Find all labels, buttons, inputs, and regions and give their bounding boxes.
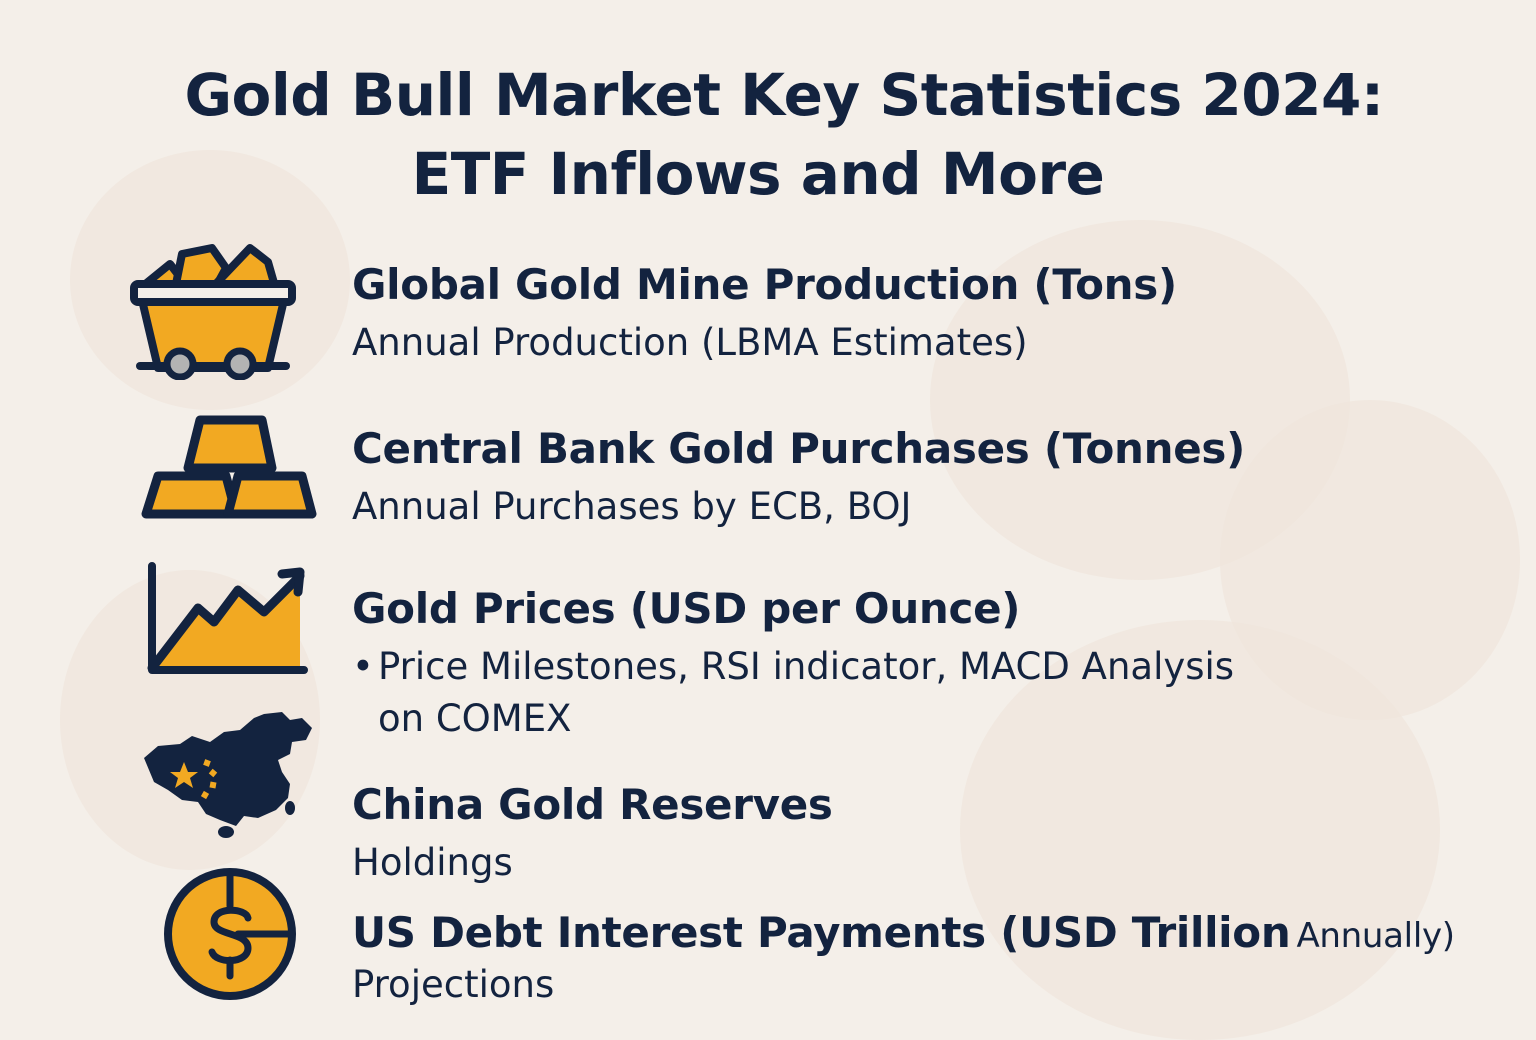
item-subtitle-gold-prices-line-2: on COMEX xyxy=(378,697,572,740)
item-title-gold-prices: Gold Prices (USD per Ounce) xyxy=(352,584,1021,633)
bullet: • xyxy=(352,645,374,688)
background-blob xyxy=(960,620,1440,1040)
item-subtitle-us-debt: Projections xyxy=(352,963,555,1006)
item-subtitle-mine-production: Annual Production (LBMA Estimates) xyxy=(352,321,1028,364)
item-subtitle-gold-prices-line-1: Price Milestones, RSI indicator, MACD An… xyxy=(378,645,1235,688)
dollar-coin-icon xyxy=(160,864,300,1004)
item-title-us-debt-tail: Annually) xyxy=(1296,916,1455,956)
page-title-line-2: ETF Inflows and More xyxy=(411,140,1105,208)
page-title-line-1: Gold Bull Market Key Statistics 2024: xyxy=(184,61,1384,129)
item-subtitle-china-reserves: Holdings xyxy=(352,841,513,884)
rising-chart-icon xyxy=(140,556,315,681)
item-title-china-reserves: China Gold Reserves xyxy=(352,780,833,829)
item-title-us-debt-main: US Debt Interest Payments (USD Trillion xyxy=(352,908,1291,957)
china-map-icon xyxy=(140,710,315,850)
gold-bars-icon xyxy=(138,412,318,522)
item-title-central-bank: Central Bank Gold Purchases (Tonnes) xyxy=(352,424,1246,473)
item-title-us-debt: US Debt Interest Payments (USD Trillion A… xyxy=(352,912,1455,954)
item-subtitle-central-bank: Annual Purchases by ECB, BOJ xyxy=(352,485,912,528)
item-title-mine-production: Global Gold Mine Production (Tons) xyxy=(352,260,1177,309)
mine-cart-icon xyxy=(128,240,298,381)
